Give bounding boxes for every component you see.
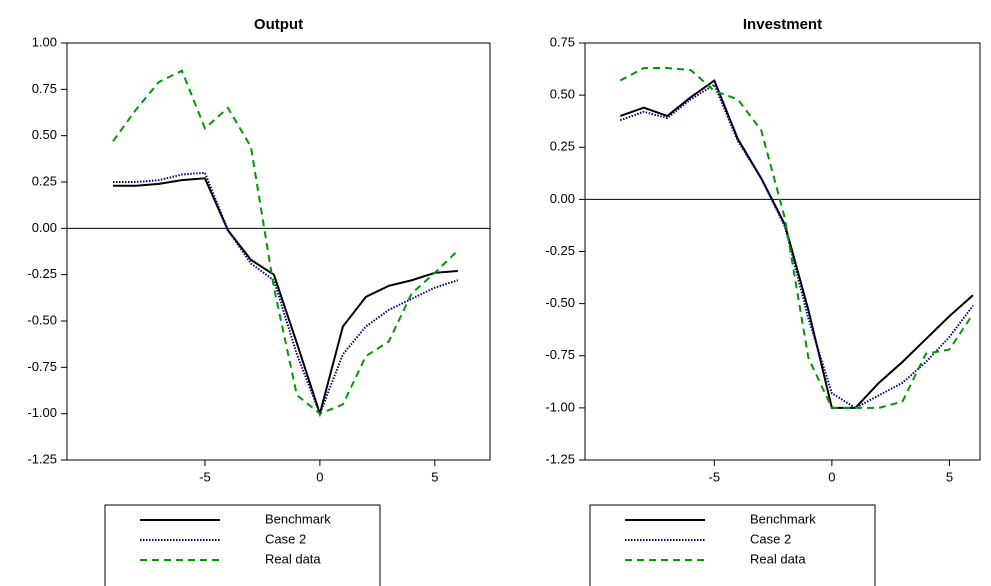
y-tick-label: -1.25 bbox=[545, 451, 575, 466]
chart-panel: Output 1.00 0.75 0.50 0.25 0.00 -0.25 -0.50 -0.7… bbox=[27, 16, 491, 586]
chart-title: Investment bbox=[743, 16, 822, 33]
legend-label: Benchmark bbox=[750, 511, 816, 526]
series-line bbox=[619, 83, 974, 410]
y-tick-label: 0.25 bbox=[550, 139, 575, 154]
legend-box bbox=[589, 504, 876, 586]
y-tick-label: -0.25 bbox=[545, 243, 575, 258]
y-tick-label: 0.75 bbox=[550, 34, 575, 49]
plot-frame bbox=[584, 42, 981, 461]
chart-panel: Investment 0.75 0.50 0.25 0.00 -0.25 -0.50 -0.7… bbox=[545, 16, 981, 586]
x-tick-label: -5 bbox=[199, 469, 211, 484]
legend-label: Case 2 bbox=[750, 531, 791, 546]
x-tick-label: 0 bbox=[828, 469, 835, 484]
y-tick-label: 0.00 bbox=[550, 191, 575, 206]
y-tick-label: 0.75 bbox=[32, 81, 57, 96]
series-line bbox=[619, 67, 974, 409]
y-tick-label: -0.75 bbox=[545, 347, 575, 362]
legend-label: Case 2 bbox=[265, 531, 306, 546]
y-tick-label: -1.00 bbox=[545, 399, 575, 414]
y-tick-label: -1.00 bbox=[27, 405, 57, 420]
y-tick-label: -0.50 bbox=[545, 295, 575, 310]
series-line bbox=[112, 171, 459, 417]
series-line bbox=[112, 177, 458, 418]
y-tick-label: 0.25 bbox=[32, 173, 57, 188]
y-tick-label: 0.50 bbox=[32, 127, 57, 142]
series-line bbox=[619, 78, 974, 409]
x-tick-label: 5 bbox=[431, 469, 438, 484]
y-tick-label: 1.00 bbox=[32, 34, 57, 49]
y-tick-label: -0.50 bbox=[27, 312, 57, 327]
y-tick-label: 0.00 bbox=[32, 220, 57, 235]
x-tick-label: 5 bbox=[946, 469, 953, 484]
legend-box bbox=[104, 504, 381, 586]
legend-label: Real data bbox=[265, 551, 321, 566]
x-tick-label: 0 bbox=[316, 469, 323, 484]
y-tick-label: -0.75 bbox=[27, 359, 57, 374]
plot-frame bbox=[66, 42, 491, 461]
x-tick-label: -5 bbox=[709, 469, 721, 484]
series-line bbox=[112, 69, 459, 415]
y-tick-label: -1.25 bbox=[27, 451, 57, 466]
y-tick-label: -0.25 bbox=[27, 266, 57, 281]
legend-label: Real data bbox=[750, 551, 806, 566]
y-tick-label: 0.50 bbox=[550, 87, 575, 102]
legend-label: Benchmark bbox=[265, 511, 331, 526]
chart-title: Output bbox=[254, 16, 303, 33]
